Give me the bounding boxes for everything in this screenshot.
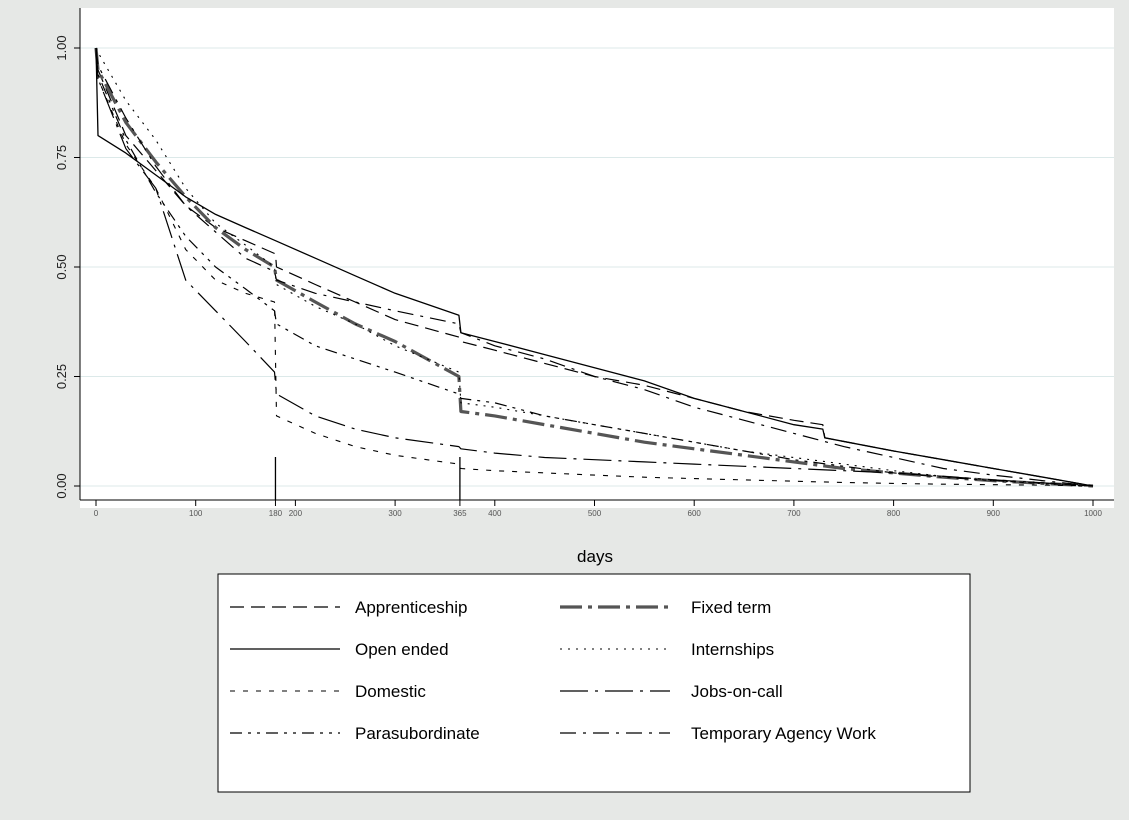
x-tick-label: 900	[987, 509, 1001, 518]
legend: Apprenticeship Fixed term Open ended Intern…	[217, 573, 971, 793]
legend-label: Jobs-on-call	[691, 682, 783, 701]
x-tick-label: 500	[588, 509, 602, 518]
x-axis-label: days	[577, 547, 613, 566]
legend-label: Fixed term	[691, 598, 771, 617]
legend-label: Domestic	[355, 682, 426, 701]
plot-area	[80, 8, 1114, 508]
x-reference-tick-label: 180	[269, 509, 283, 518]
legend-box	[217, 573, 971, 793]
x-tick-label: 600	[688, 509, 702, 518]
x-tick-label: 100	[189, 509, 203, 518]
series-line	[95, 47, 1094, 487]
axes: 0 100 200 300 400 500 600 700 800 900 1000 180 365 0.…	[54, 8, 1114, 518]
series-line	[95, 47, 1094, 487]
y-tick-label: 0.75	[54, 145, 69, 170]
x-tick-label: 400	[488, 509, 502, 518]
y-tick-label: 0.50	[54, 254, 69, 279]
series-line	[95, 47, 1094, 487]
y-tick-label: 1.00	[54, 35, 69, 60]
x-reference-tick-label: 365	[453, 509, 467, 518]
x-tick-label: 0	[94, 509, 99, 518]
y-tick-label: 0.00	[54, 473, 69, 498]
x-tick-label: 700	[787, 509, 801, 518]
x-tick-label: 300	[388, 509, 402, 518]
x-tick-label: 200	[289, 509, 303, 518]
series-line	[94, 47, 1094, 488]
legend-label: Apprenticeship	[355, 598, 467, 617]
legend-label: Open ended	[355, 640, 449, 659]
x-tick-label: 800	[887, 509, 901, 518]
legend-label: Internships	[691, 640, 774, 659]
series-line	[95, 47, 1094, 487]
x-tick-label: 1000	[1084, 509, 1102, 518]
series-line	[95, 47, 1094, 487]
series-line	[95, 47, 1094, 487]
reference-lines	[274, 457, 461, 500]
series-lines	[94, 47, 1094, 488]
legend-label: Temporary Agency Work	[691, 724, 876, 743]
legend-label: Parasubordinate	[355, 724, 480, 743]
y-tick-label: 0.25	[54, 364, 69, 389]
